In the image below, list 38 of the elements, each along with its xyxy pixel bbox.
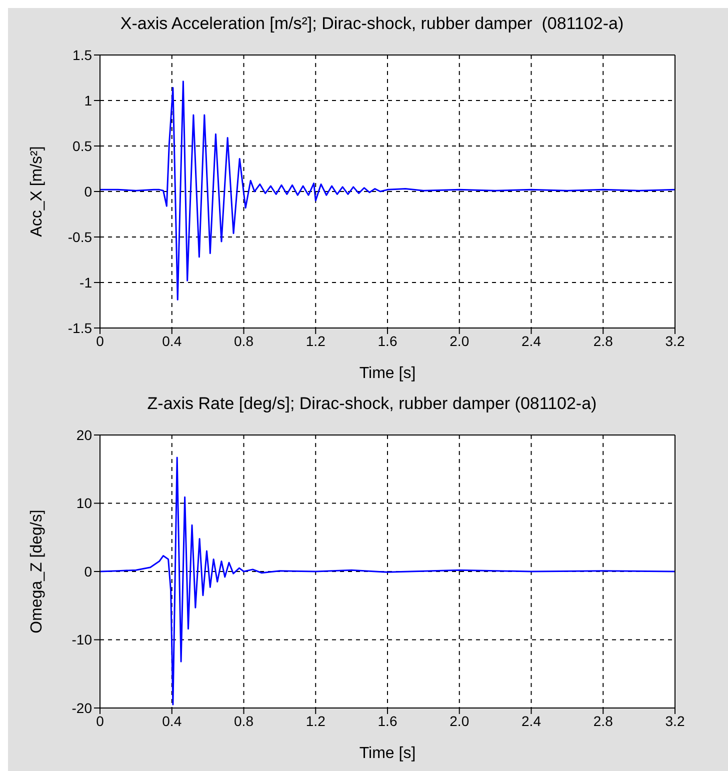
y-tick-label: -10: [72, 632, 92, 648]
chart-title: Z-axis Rate [deg/s]; Dirac-shock, rubber damper (081102-a): [146, 394, 598, 414]
x-tick-label: 2.8: [593, 332, 614, 349]
x-tick-label: 0.4: [162, 332, 182, 349]
y-tick-label: -0.5: [68, 228, 92, 245]
y-axis-title: Acc_X [m/s²]: [28, 146, 46, 237]
x-tick-label: 1.6: [378, 332, 398, 349]
y-tick-label: 1: [84, 92, 92, 108]
y-tick-label: 20: [76, 426, 92, 443]
y-tick-label: -1.5: [68, 320, 92, 336]
line-series: [100, 80, 675, 301]
y-tick-label: 1.5: [72, 46, 92, 63]
x-tick-label: 2.4: [522, 712, 542, 729]
x-tick-label: 3.2: [665, 712, 685, 729]
x-axis-title: Time [s]: [359, 745, 416, 762]
chart-title: X-axis Acceleration [m/s²]; Dirac-shock, rubber damper (081102-a): [119, 14, 625, 34]
y-tick-label: -20: [72, 700, 92, 716]
x-tick-label: 1.2: [306, 712, 326, 729]
x-tick-label: 2.0: [450, 332, 470, 349]
x-tick-label: 1.2: [306, 332, 326, 349]
y-tick-label: 0: [84, 183, 92, 200]
y-tick-label: 0.5: [72, 138, 92, 154]
x-axis-title: Time [s]: [359, 365, 416, 382]
x-tick-label: 0.8: [234, 712, 254, 729]
x-tick-label: 2.8: [593, 712, 614, 729]
y-tick-label: -1: [80, 274, 92, 290]
x-tick-label: 2.0: [450, 712, 470, 729]
x-tick-label: 0: [96, 332, 104, 349]
x-tick-label: 3.2: [665, 332, 685, 349]
y-axis-title: Omega_Z [deg/s]: [28, 510, 46, 634]
x-tick-label: 2.4: [522, 332, 542, 349]
x-tick-label: 0.4: [162, 712, 182, 729]
x-tick-label: 0: [96, 712, 104, 729]
x-tick-label: 1.6: [378, 712, 398, 729]
line-series: [100, 456, 675, 706]
x-tick-label: 0.8: [234, 332, 254, 349]
y-tick-label: 0: [84, 563, 92, 580]
y-tick-label: 10: [76, 495, 92, 512]
